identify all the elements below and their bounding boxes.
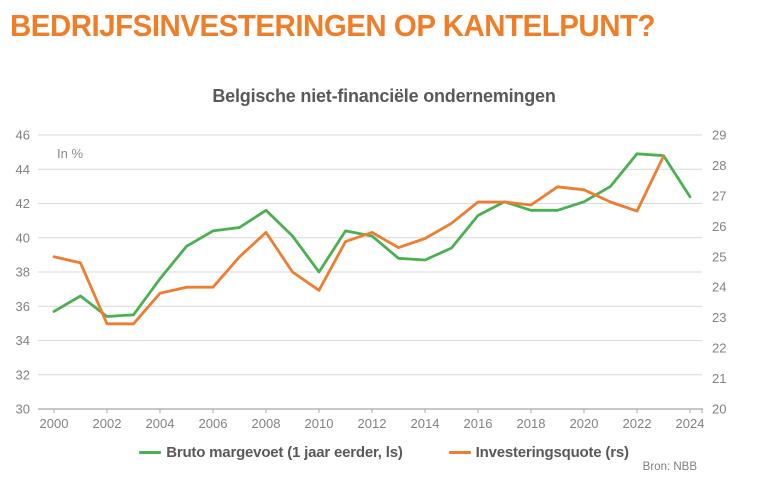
right-axis-tick-label: 20: [712, 402, 726, 417]
right-axis-tick-label: 26: [712, 219, 726, 234]
x-axis-tick-label: 2004: [146, 416, 175, 431]
x-axis-tick-label: 2002: [93, 416, 122, 431]
series-line-1: [52, 154, 665, 326]
left-axis-tick-label: 36: [16, 299, 30, 314]
left-axis-tick-label: 30: [16, 402, 30, 417]
legend-item-bruto-margevoet: Bruto margevoet (1 jaar eerder, ls): [139, 444, 403, 461]
x-axis-tick-label: 2014: [411, 416, 440, 431]
left-axis-tick-label: 44: [16, 162, 30, 177]
legend-label: Investeringsquote (rs): [475, 444, 629, 461]
series-line-0: [52, 152, 692, 318]
legend-label: Bruto margevoet (1 jaar eerder, ls): [166, 444, 403, 461]
x-axis-tick-label: 2024: [676, 416, 705, 431]
left-axis-tick-label: 34: [16, 333, 30, 348]
right-axis-tick-label: 29: [712, 128, 726, 143]
right-axis-tick-label: 23: [712, 310, 726, 325]
left-axis-tick-label: 38: [16, 265, 30, 280]
chart-legend: Bruto margevoet (1 jaar eerder, ls) Inve…: [0, 444, 768, 461]
x-axis-tick-label: 2022: [623, 416, 652, 431]
right-axis-tick-label: 22: [712, 341, 726, 356]
x-axis-tick-label: 2018: [517, 416, 546, 431]
chart-title: Belgische niet-financiële ondernemingen: [212, 86, 556, 106]
right-axis-tick-label: 21: [712, 371, 726, 386]
source-note: Bron: NBB: [642, 461, 697, 473]
right-axis-tick-label: 24: [712, 280, 726, 295]
page-title: BEDRIJFSINVESTERINGEN OP KANTELPUNT?: [10, 8, 656, 43]
x-axis-tick-label: 2010: [305, 416, 334, 431]
legend-item-investeringsquote: Investeringsquote (rs): [448, 444, 629, 461]
green-line-swatch: [139, 451, 162, 454]
left-axis-tick-label: 42: [16, 196, 30, 211]
x-axis-tick-label: 2008: [252, 416, 281, 431]
unit-label: In %: [57, 146, 84, 161]
left-axis-tick-label: 46: [16, 128, 30, 143]
right-axis-tick-label: 28: [712, 158, 726, 173]
line-chart: 30 32 34 36 38 40 42 44 46 20 21 22 23 24 25 26 27 28 29 20…: [16, 128, 727, 432]
orange-line-swatch: [448, 451, 471, 454]
right-axis-tick-label: 27: [712, 188, 726, 203]
x-axis-tick-label: 2016: [464, 416, 493, 431]
x-axis-tick-label: 2020: [570, 416, 599, 431]
right-axis-tick-label: 25: [712, 249, 726, 264]
x-axis-tick-label: 2012: [358, 416, 387, 431]
x-axis-tick-label: 2006: [199, 416, 228, 431]
left-axis-tick-label: 32: [16, 367, 30, 382]
x-axis-tick-label: 2000: [40, 416, 69, 431]
left-axis-tick-label: 40: [16, 230, 30, 245]
